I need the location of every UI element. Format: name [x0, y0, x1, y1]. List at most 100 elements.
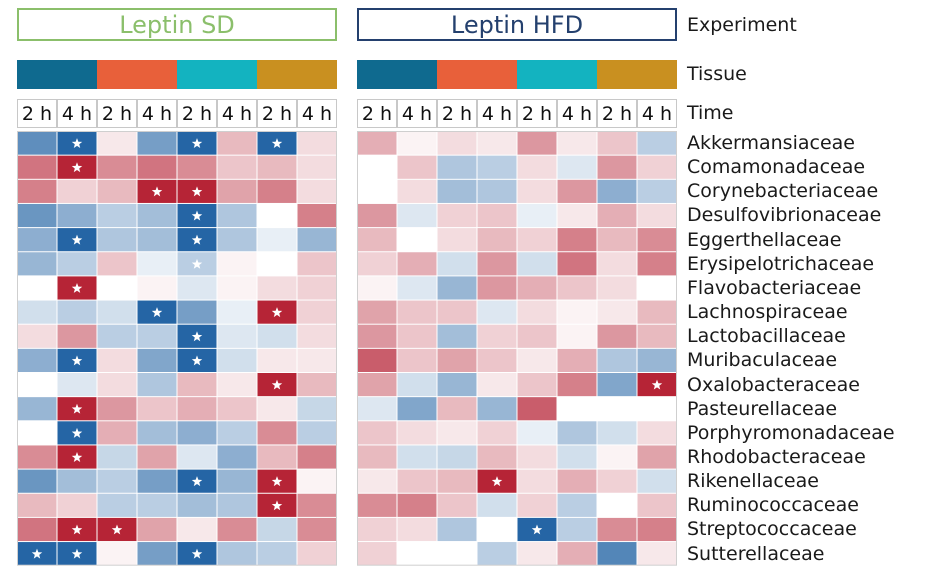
- significance-star: [191, 331, 203, 342]
- heatmap-cell: [597, 276, 637, 300]
- heatmap-cell: [557, 228, 597, 252]
- significance-star: [111, 524, 123, 535]
- heatmap-cell: [517, 542, 557, 566]
- heatmap-cell: [257, 397, 297, 421]
- family-label: Oxalobacteraceae: [687, 373, 860, 396]
- heatmap-cell: [437, 542, 477, 566]
- heatmap-cell: [97, 421, 137, 445]
- heatmap-cell: [437, 373, 477, 397]
- heatmap-cell: [57, 373, 97, 397]
- heatmap-cell: [217, 373, 257, 397]
- heatmap-cell: [637, 445, 677, 469]
- significance-star: [71, 234, 83, 245]
- heatmap-cell: [137, 252, 177, 276]
- heatmap-cell: [637, 276, 677, 300]
- heatmap-cell: [17, 348, 57, 372]
- heatmap-cell: [217, 324, 257, 348]
- heatmap-cell: [297, 493, 337, 517]
- heatmap-cell: [257, 542, 297, 566]
- heatmap-cell: [177, 445, 217, 469]
- significance-star: [31, 548, 43, 559]
- heatmap-cell: [517, 300, 557, 324]
- time-label: 4 h: [57, 99, 97, 128]
- heatmap-cell: [217, 421, 257, 445]
- heatmap-cell: [437, 228, 477, 252]
- heatmap-cell: [477, 421, 517, 445]
- significance-star: [191, 548, 203, 559]
- time-label: 4 h: [137, 99, 177, 128]
- heatmap-cell: [397, 469, 437, 493]
- heatmap-cell: [137, 469, 177, 493]
- significance-star: [191, 234, 203, 245]
- heatmap-cell: [137, 348, 177, 372]
- tissue-row-label: Tissue: [687, 63, 747, 85]
- heatmap-cell: [357, 179, 397, 203]
- heatmap-cell: [97, 542, 137, 566]
- family-label: Ruminococcaceae: [687, 494, 859, 517]
- heatmap-cell: [477, 228, 517, 252]
- heatmap-cell: [397, 131, 437, 155]
- heatmap-cell: [397, 517, 437, 542]
- experiment-title-sd: Leptin SD: [17, 8, 337, 41]
- heatmap-cell: [17, 228, 57, 252]
- time-label: 4 h: [477, 99, 517, 128]
- tissue-segment-1: [17, 60, 97, 89]
- heatmap-cell: [57, 324, 97, 348]
- heatmap-cell: [217, 493, 257, 517]
- heatmap-cell: [257, 421, 297, 445]
- heatmap-cell: [217, 348, 257, 372]
- heatmap-cell: [177, 300, 217, 324]
- heatmap-cell: [97, 179, 137, 203]
- significance-star: [191, 186, 203, 197]
- heatmap-cell: [437, 445, 477, 469]
- heatmap-cell: [397, 155, 437, 179]
- significance-star: [271, 476, 283, 487]
- heatmap-cell: [177, 276, 217, 300]
- family-label: Erysipelotrichaceae: [687, 252, 875, 275]
- heatmap-cell: [397, 493, 437, 517]
- heatmap-cell: [257, 252, 297, 276]
- tissue-segment-2: [437, 60, 517, 89]
- heatmap-cell: [17, 493, 57, 517]
- heatmap-cell: [597, 131, 637, 155]
- significance-star: [191, 476, 203, 487]
- heatmap-cell: [557, 517, 597, 542]
- heatmap-cell: [297, 179, 337, 203]
- time-label: 2 h: [357, 99, 397, 128]
- heatmap-cell: [217, 276, 257, 300]
- heatmap-cell: [477, 397, 517, 421]
- heatmap-cell: [517, 324, 557, 348]
- heatmap-cell: [397, 348, 437, 372]
- heatmap-cell: [517, 155, 557, 179]
- heatmap-cell: [357, 228, 397, 252]
- heatmap-cell: [557, 203, 597, 228]
- heatmap-cell: [177, 397, 217, 421]
- heatmap-cell: [297, 155, 337, 179]
- heatmap-cell: [397, 373, 437, 397]
- heatmap-cell: [597, 324, 637, 348]
- significance-star: [271, 379, 283, 390]
- heatmap-leptin-sd: [17, 131, 337, 566]
- heatmap-cell: [637, 228, 677, 252]
- tissue-segment-3: [517, 60, 597, 89]
- heatmap-cell: [217, 179, 257, 203]
- heatmap-cell: [557, 324, 597, 348]
- heatmap-cell: [397, 300, 437, 324]
- heatmap-cell: [357, 252, 397, 276]
- heatmap-cell: [97, 373, 137, 397]
- significance-star: [191, 355, 203, 366]
- heatmap-cell: [397, 228, 437, 252]
- family-label: Porphyromonadaceae: [687, 421, 895, 444]
- heatmap-cell: [477, 348, 517, 372]
- family-label: Rikenellaceae: [687, 470, 819, 493]
- heatmap-cell: [557, 179, 597, 203]
- family-label: Comamonadaceae: [687, 156, 866, 179]
- heatmap-cell: [437, 155, 477, 179]
- heatmap-cell: [477, 373, 517, 397]
- heatmap-cell: [177, 517, 217, 542]
- heatmap-cell: [97, 397, 137, 421]
- time-label: 2 h: [517, 99, 557, 128]
- heatmap-cell: [477, 300, 517, 324]
- heatmap-cell: [637, 252, 677, 276]
